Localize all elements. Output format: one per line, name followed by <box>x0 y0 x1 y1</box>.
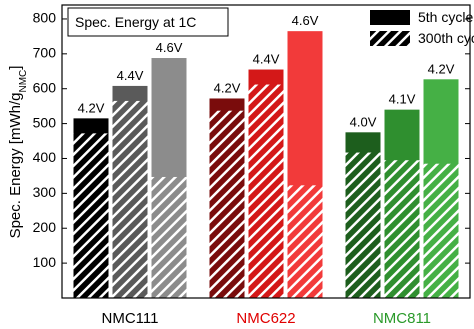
bar-hatched <box>112 100 148 298</box>
y-axis-label: Spec. Energy [mWh/gNMC] <box>7 66 29 239</box>
bar-hatched <box>423 163 459 298</box>
category-label: NMC111 <box>102 310 159 327</box>
bar-label: 4.4V <box>253 52 280 67</box>
y-tick-label: 400 <box>33 149 57 165</box>
legend-label: 5th cycle <box>418 9 473 25</box>
y-label-sub: NMC <box>18 70 29 93</box>
y-tick-label: 500 <box>33 114 57 130</box>
bar-hatched <box>209 110 245 298</box>
title-box <box>67 7 229 37</box>
bar-hatched <box>287 185 323 298</box>
bar-label: 4.6V <box>156 40 183 55</box>
y-label-end: ] <box>7 66 24 70</box>
bar-label: 4.4V <box>117 68 144 83</box>
y-tick-label: 100 <box>33 254 57 270</box>
y-tick-label: 800 <box>33 10 57 26</box>
bar-label: 4.6V <box>292 13 319 28</box>
y-tick-label: 200 <box>33 219 57 235</box>
bar-hatched <box>248 84 284 299</box>
legend-label: 300th cycle <box>418 30 474 46</box>
category-label: NMC811 <box>373 310 431 327</box>
y-tick-label: 600 <box>33 79 57 95</box>
bar-label: 4.0V <box>350 114 377 129</box>
y-label-main: Spec. Energy [mWh/g <box>7 93 24 239</box>
legend-swatch <box>370 10 410 25</box>
bar-hatched <box>151 176 187 298</box>
bar-label: 4.2V <box>214 80 241 95</box>
bar-hatched <box>384 160 420 298</box>
category-label: NMC622 <box>236 310 295 327</box>
chart-title: Spec. Energy at 1C <box>75 14 196 30</box>
plot-frame <box>61 4 471 299</box>
y-tick-label: 300 <box>33 184 57 200</box>
bar-label: 4.2V <box>78 100 105 115</box>
bar-hatched <box>345 152 381 298</box>
legend-swatch <box>370 31 410 46</box>
bar-label: 4.2V <box>428 61 455 76</box>
y-tick-label: 700 <box>33 45 57 61</box>
bar-hatched <box>73 133 109 298</box>
bar-label: 4.1V <box>389 92 416 107</box>
